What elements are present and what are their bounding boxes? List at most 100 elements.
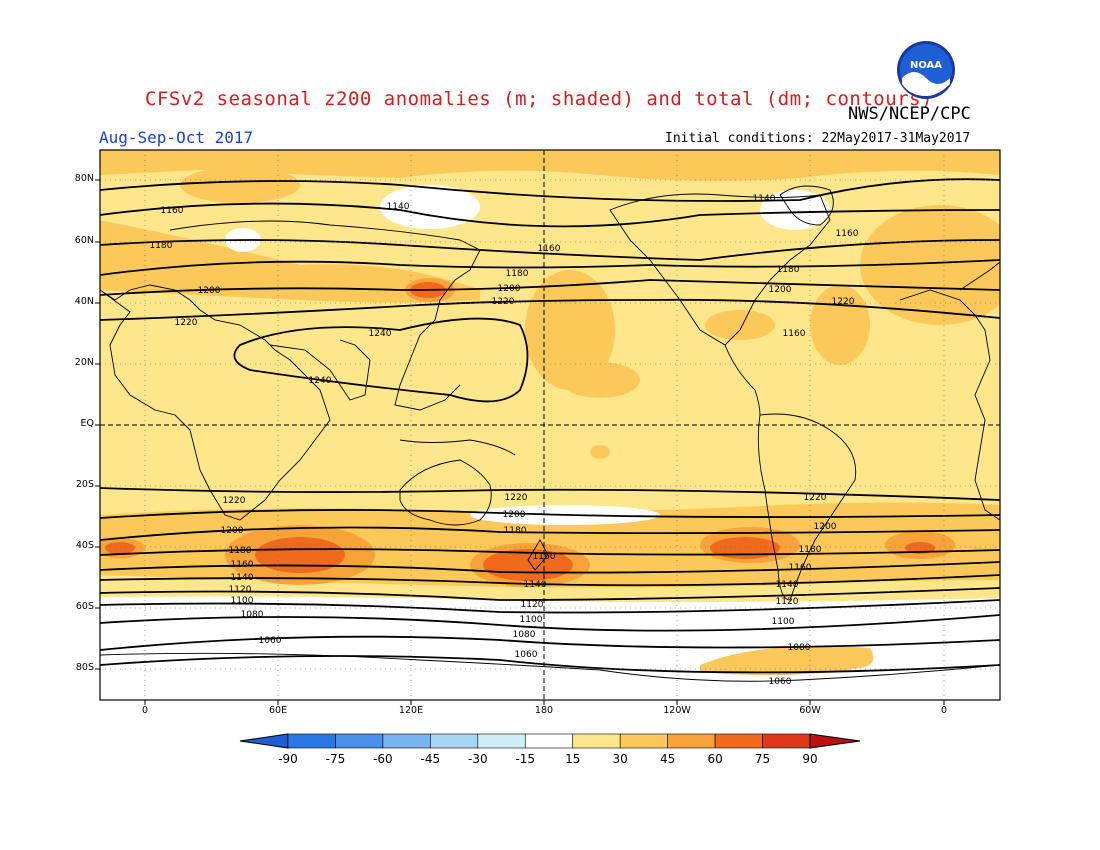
contour-label: 1160 (836, 229, 859, 239)
lat-label: 60N (74, 235, 94, 246)
lon-label: 60E (268, 705, 288, 716)
contour-label: 1220 (804, 493, 827, 503)
contour-label-bg (196, 284, 222, 295)
contour-label: 1120 (776, 597, 799, 607)
contour-label-bg (511, 628, 537, 639)
map-title: CFSv2 seasonal z200 anomalies (m; shaded… (145, 88, 933, 110)
contour-label-bg (531, 550, 557, 561)
contour-label-bg (257, 634, 283, 645)
colorbar-box (382, 733, 431, 749)
contour-label: 1060 (515, 650, 538, 660)
contour-label: 1060 (769, 677, 792, 687)
contour-label: 1100 (231, 596, 254, 606)
colorbar-tick-label: 90 (802, 752, 818, 766)
contour-label-bg (221, 494, 247, 505)
colorbar-box (619, 733, 668, 749)
contour-label-bg (490, 295, 516, 306)
contour-label: 1180 (150, 241, 173, 251)
contour-label: 1140 (524, 580, 547, 590)
contour-label-bg (775, 263, 801, 274)
contour-label: 1160 (533, 552, 556, 562)
colorbar-box (572, 733, 621, 749)
contour-label-bg (367, 327, 393, 338)
contour-label-bg (173, 316, 199, 327)
contour-label: 1160 (231, 560, 254, 570)
contour-label: 1200 (503, 510, 526, 520)
colorbar-tick-label: 60 (707, 752, 723, 766)
contour-label: 1240 (309, 376, 332, 386)
contour-label-bg (385, 200, 411, 211)
agency-label: NWS/NCEP/CPC (848, 104, 971, 124)
colorbar-box (714, 733, 763, 749)
lon-label: 60W (799, 705, 821, 716)
initial-conditions-label: Initial conditions: 22May2017-31May2017 (665, 131, 971, 146)
anomaly-antarctic-orange (700, 646, 874, 676)
contour-label-bg (239, 608, 265, 619)
contour-label-bg (513, 648, 539, 659)
lon-label: 0 (141, 705, 149, 716)
contour-label-bg (830, 295, 856, 306)
contour-label-bg (229, 594, 255, 605)
height-contours (100, 178, 1000, 674)
contour-label-bg (751, 192, 777, 203)
colorbar-box (762, 733, 811, 749)
colorbar-max-arrow (809, 733, 861, 749)
colorbar-tick-label: 15 (565, 752, 581, 766)
colorbar-tick-label: 30 (612, 752, 628, 766)
contour-label-bg (767, 283, 793, 294)
contour-label: 1180 (777, 265, 800, 275)
contour-label: 1200 (498, 284, 521, 294)
contour-label-bg (774, 578, 800, 589)
colorbar-box (477, 733, 526, 749)
contour-label-bg (802, 491, 828, 502)
colorbar-box (335, 733, 384, 749)
contour-label: 1120 (229, 585, 252, 595)
colorbar-tick-label: -45 (420, 752, 441, 766)
contour-label-bg (786, 641, 812, 652)
contour-label-bg (797, 543, 823, 554)
contour-label: 1140 (776, 580, 799, 590)
axis-ticks (95, 179, 945, 705)
lon-label: 120W (663, 705, 691, 716)
season-label: Aug-Sep-Oct 2017 (99, 128, 254, 147)
logo-text: NOAA (910, 60, 942, 71)
grid-lines (100, 150, 1000, 700)
colorbar-box (667, 733, 716, 749)
colorbar-tick-label: -60 (373, 752, 393, 766)
contour-label-bg (770, 615, 796, 626)
contour-label: 1220 (223, 496, 246, 506)
contour-label-bg (227, 544, 253, 555)
colorbar-tick-label: -75 (325, 752, 346, 766)
contour-label-bg (522, 578, 548, 589)
colorbar-box (287, 733, 336, 749)
colorbar-tick-label: -15 (515, 752, 536, 766)
colorbar-min-arrow (239, 733, 289, 749)
lat-label: 40N (74, 296, 94, 307)
grid-dots (100, 150, 1000, 700)
anomaly-60-75 (105, 282, 935, 581)
coastlines (100, 185, 1000, 682)
contour-label-bg (519, 598, 545, 609)
contour-label-bg (219, 524, 245, 535)
contour-label: 1080 (788, 643, 811, 653)
contour-label: 1160 (789, 563, 812, 573)
contour-label: 1120 (521, 600, 544, 610)
contour-label-bg (502, 524, 528, 535)
contour-label: 1180 (229, 546, 252, 556)
contour-label: 1220 (175, 318, 198, 328)
lat-label: 40S (75, 540, 94, 551)
contour-label-bg (503, 491, 529, 502)
contour-label-bg (834, 227, 860, 238)
contour-label-bg (787, 561, 813, 572)
contour-label-bg (504, 267, 530, 278)
contour-label: 1140 (753, 194, 776, 204)
lat-label: 20S (75, 479, 94, 490)
contour-label-bg (229, 571, 255, 582)
contour-label-bg (518, 613, 544, 624)
contour-label: 1220 (492, 297, 515, 307)
contour-label-bg (812, 520, 838, 531)
contour-label: 1180 (506, 269, 529, 279)
contour-label: 1180 (504, 526, 527, 536)
colorbar-tick-label: 45 (659, 752, 676, 766)
contour-label-bg (781, 327, 807, 338)
